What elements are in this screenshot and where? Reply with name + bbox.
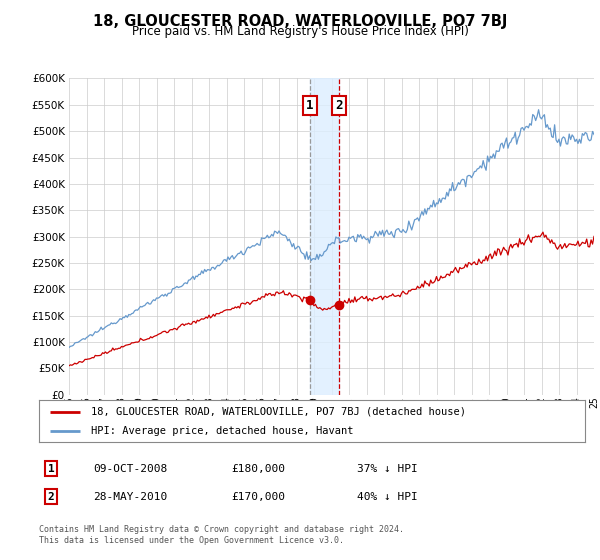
Text: 18, GLOUCESTER ROAD, WATERLOOVILLE, PO7 7BJ (detached house): 18, GLOUCESTER ROAD, WATERLOOVILLE, PO7 … — [91, 407, 466, 417]
Text: 40% ↓ HPI: 40% ↓ HPI — [357, 492, 418, 502]
Text: 18, GLOUCESTER ROAD, WATERLOOVILLE, PO7 7BJ: 18, GLOUCESTER ROAD, WATERLOOVILLE, PO7 … — [93, 14, 507, 29]
Text: 2: 2 — [335, 99, 343, 112]
Text: 28-MAY-2010: 28-MAY-2010 — [93, 492, 167, 502]
Text: £170,000: £170,000 — [231, 492, 285, 502]
Text: 1: 1 — [47, 464, 55, 474]
Text: £180,000: £180,000 — [231, 464, 285, 474]
Text: 09-OCT-2008: 09-OCT-2008 — [93, 464, 167, 474]
Text: Price paid vs. HM Land Registry's House Price Index (HPI): Price paid vs. HM Land Registry's House … — [131, 25, 469, 38]
Text: HPI: Average price, detached house, Havant: HPI: Average price, detached house, Hava… — [91, 426, 353, 436]
Text: Contains HM Land Registry data © Crown copyright and database right 2024.
This d: Contains HM Land Registry data © Crown c… — [39, 525, 404, 545]
Bar — [310, 78, 338, 395]
Text: 1: 1 — [306, 99, 314, 112]
Text: 2: 2 — [47, 492, 55, 502]
Text: 37% ↓ HPI: 37% ↓ HPI — [357, 464, 418, 474]
